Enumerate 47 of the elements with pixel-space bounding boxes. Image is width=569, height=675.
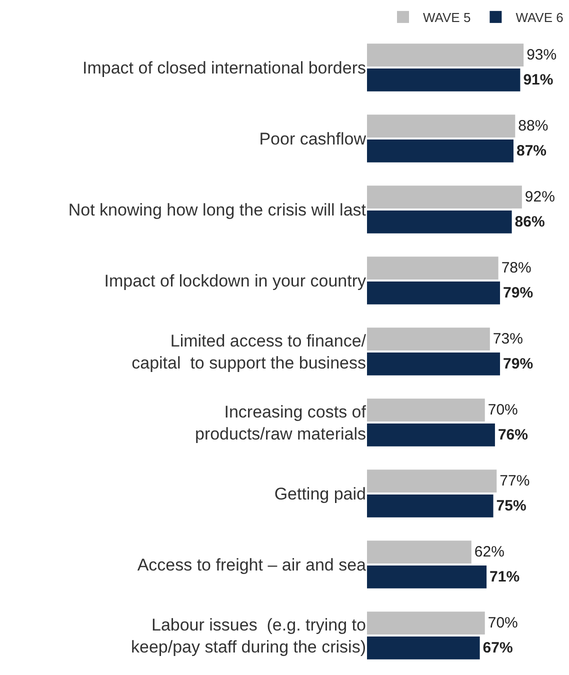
bar — [367, 186, 522, 209]
data-label: 70% — [488, 402, 518, 419]
bar — [367, 352, 500, 376]
data-label: 79% — [503, 284, 534, 302]
y-tick-label: Impact of closed international borders — [82, 58, 366, 78]
y-tick-label: Increasing costs of products/raw materials — [194, 402, 366, 444]
data-label: 67% — [482, 639, 513, 656]
data-label: 71% — [490, 568, 520, 586]
bar — [367, 470, 497, 493]
bar — [367, 636, 480, 660]
y-tick-label: Limited access to finance/ capital to support the business — [132, 331, 366, 372]
data-label: 92% — [524, 188, 555, 206]
data-label: 88% — [518, 118, 548, 135]
y-tick-label: Not knowing how long the crisis will last — [68, 200, 366, 220]
y-tick-label: Poor cashflow — [259, 129, 367, 148]
data-label: 62% — [474, 544, 504, 561]
bar — [367, 540, 472, 564]
bar — [367, 210, 512, 234]
bar — [367, 565, 487, 588]
data-label: 79% — [503, 355, 534, 372]
bar — [367, 423, 495, 446]
data-label: 70% — [488, 614, 518, 632]
bar — [367, 256, 498, 280]
data-label: 78% — [501, 260, 532, 277]
data-label: 75% — [496, 497, 526, 514]
bar — [367, 44, 524, 67]
bar — [367, 139, 514, 162]
bar — [367, 398, 485, 422]
data-label: 91% — [523, 71, 554, 88]
y-tick-label: Labour issues (e.g. trying to keep/pay staff during the crisis) — [131, 615, 366, 656]
data-label: 93% — [526, 46, 557, 64]
y-tick-label: Getting paid — [274, 484, 366, 504]
bar — [367, 68, 520, 92]
data-label: 73% — [492, 330, 523, 348]
bar — [367, 114, 516, 138]
y-tick-label: Impact of lockdown in your country — [104, 271, 366, 290]
bar — [367, 281, 500, 304]
data-label: 76% — [498, 426, 528, 444]
legend-label: WAVE 6 — [516, 10, 564, 26]
data-label: 87% — [516, 142, 547, 160]
data-label: 86% — [514, 213, 545, 230]
bar — [367, 328, 490, 351]
data-label: 77% — [500, 472, 530, 490]
bar — [367, 612, 485, 635]
legend-label: WAVE 5 — [423, 10, 471, 26]
y-tick-label: Access to freight – air and sea — [137, 555, 367, 574]
bar — [367, 494, 494, 518]
